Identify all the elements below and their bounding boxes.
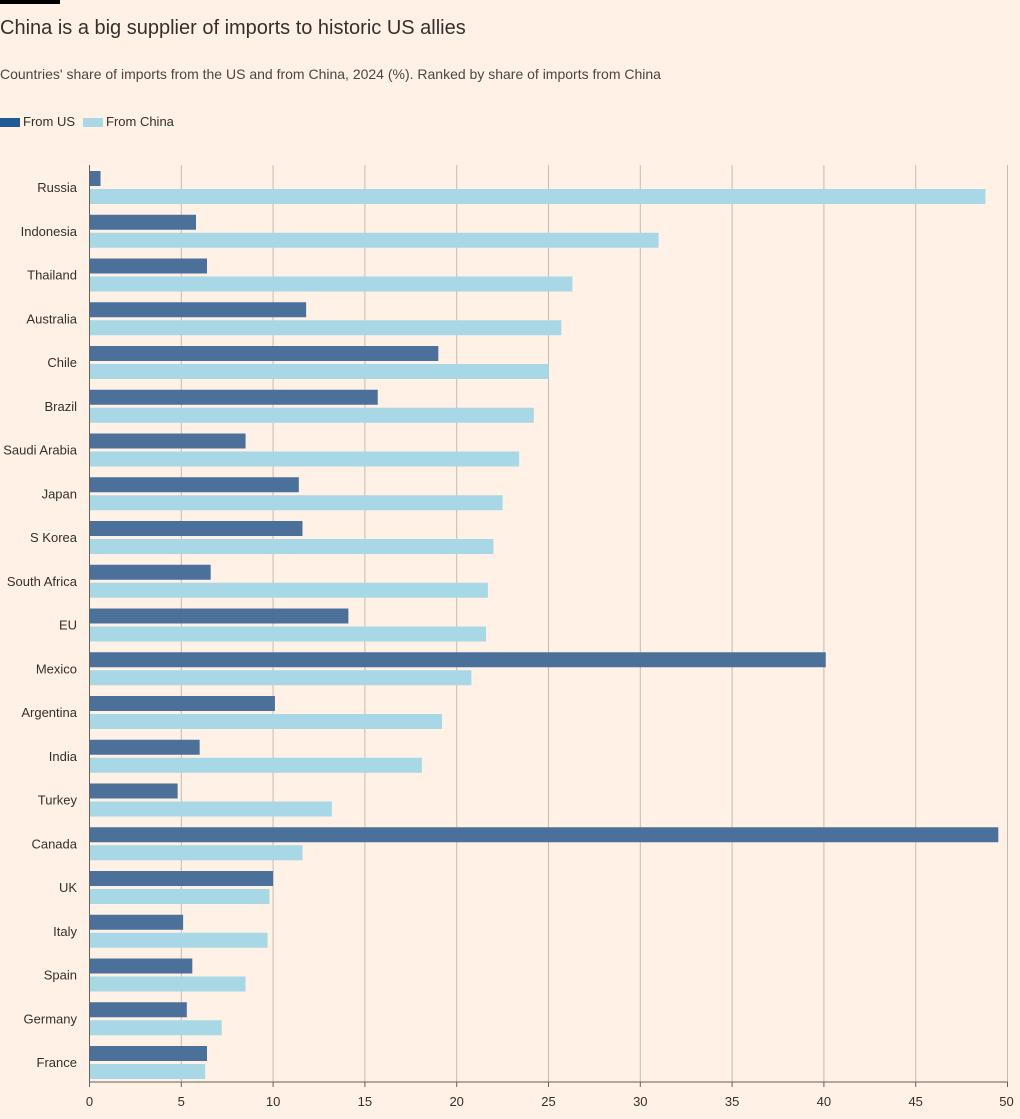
bar-from-us [89,389,378,405]
bar-from-us [89,258,208,274]
bar-from-us [89,302,307,318]
category-label: UK [59,880,77,895]
bar-from-us [89,564,211,580]
bar-from-china [89,801,332,817]
bar-from-china [89,757,422,773]
category-label: South Africa [7,574,78,589]
x-tick-label: 5 [178,1094,185,1109]
top-rule [0,0,60,4]
chart-subtitle: Countries' share of imports from the US … [0,66,661,82]
bar-from-china [89,189,986,204]
bar-from-us [89,958,193,974]
bar-from-us [89,696,275,711]
category-label: Spain [44,968,77,983]
legend-item-from-us: From US [0,114,75,130]
category-label: Mexico [36,661,77,676]
bar-from-us [89,1046,208,1061]
legend: From US From China [0,114,182,130]
category-label: Germany [24,1011,78,1026]
x-tick-label: 15 [358,1094,372,1109]
category-label: S Korea [30,530,78,545]
bar-from-us [89,652,826,668]
bar-from-china [89,670,472,686]
bar-from-china [89,845,303,861]
category-label: Indonesia [21,224,78,239]
legend-label-from-china: From China [106,114,174,129]
bar-from-china [89,1064,206,1079]
bar-from-china [89,582,488,598]
chart-title: China is a big supplier of imports to hi… [0,17,466,39]
bar-from-us [89,914,184,930]
category-label: India [49,749,78,764]
x-tick-label: 50 [999,1094,1013,1109]
bar-from-china [89,539,494,554]
bar-from-us [89,1002,187,1018]
legend-item-from-china: From China [83,114,174,130]
legend-swatch-from-china [83,117,103,127]
category-label: Saudi Arabia [3,443,77,458]
bar-from-china [89,932,268,948]
bar-from-china [89,320,562,336]
category-label: Canada [31,836,77,851]
category-label: Chile [47,355,77,370]
x-tick-label: 25 [541,1094,555,1109]
bar-from-china [89,1020,222,1036]
x-tick-label: 10 [266,1094,280,1109]
category-label: EU [59,618,77,633]
x-tick-label: 45 [908,1094,922,1109]
bar-from-us [89,827,999,843]
bar-from-us [89,739,200,755]
category-label: Russia [37,180,78,195]
bar-from-china [89,407,534,423]
category-label: Turkey [38,793,78,808]
bar-from-us [89,477,299,493]
bar-from-us [89,608,349,624]
bar-from-us [89,871,274,886]
legend-label-from-us: From US [23,114,75,129]
bar-from-china [89,451,520,467]
bar-from-us [89,521,303,536]
x-tick-label: 0 [86,1094,93,1109]
bar-from-china [89,495,503,511]
category-label: Australia [26,311,77,326]
bar-from-china [89,976,246,992]
bar-from-china [89,232,659,248]
category-label: Thailand [27,268,77,283]
x-tick-label: 30 [633,1094,647,1109]
bar-from-us [89,783,178,799]
bar-from-china [89,889,270,904]
legend-swatch-from-us [0,117,20,127]
category-label: Italy [53,924,77,939]
category-label: Japan [42,486,77,501]
bar-from-us [89,214,196,230]
bar-from-china [89,364,549,379]
bar-from-china [89,276,573,292]
bar-from-us [89,171,101,186]
category-label: Argentina [21,705,77,720]
bar-from-china [89,714,443,729]
x-tick-label: 40 [817,1094,831,1109]
bar-from-china [89,626,487,642]
category-label: Brazil [44,399,77,414]
x-tick-label: 20 [449,1094,463,1109]
bar-from-us [89,346,439,361]
bar-from-us [89,433,246,449]
category-label: France [37,1055,77,1070]
x-tick-label: 35 [725,1094,739,1109]
